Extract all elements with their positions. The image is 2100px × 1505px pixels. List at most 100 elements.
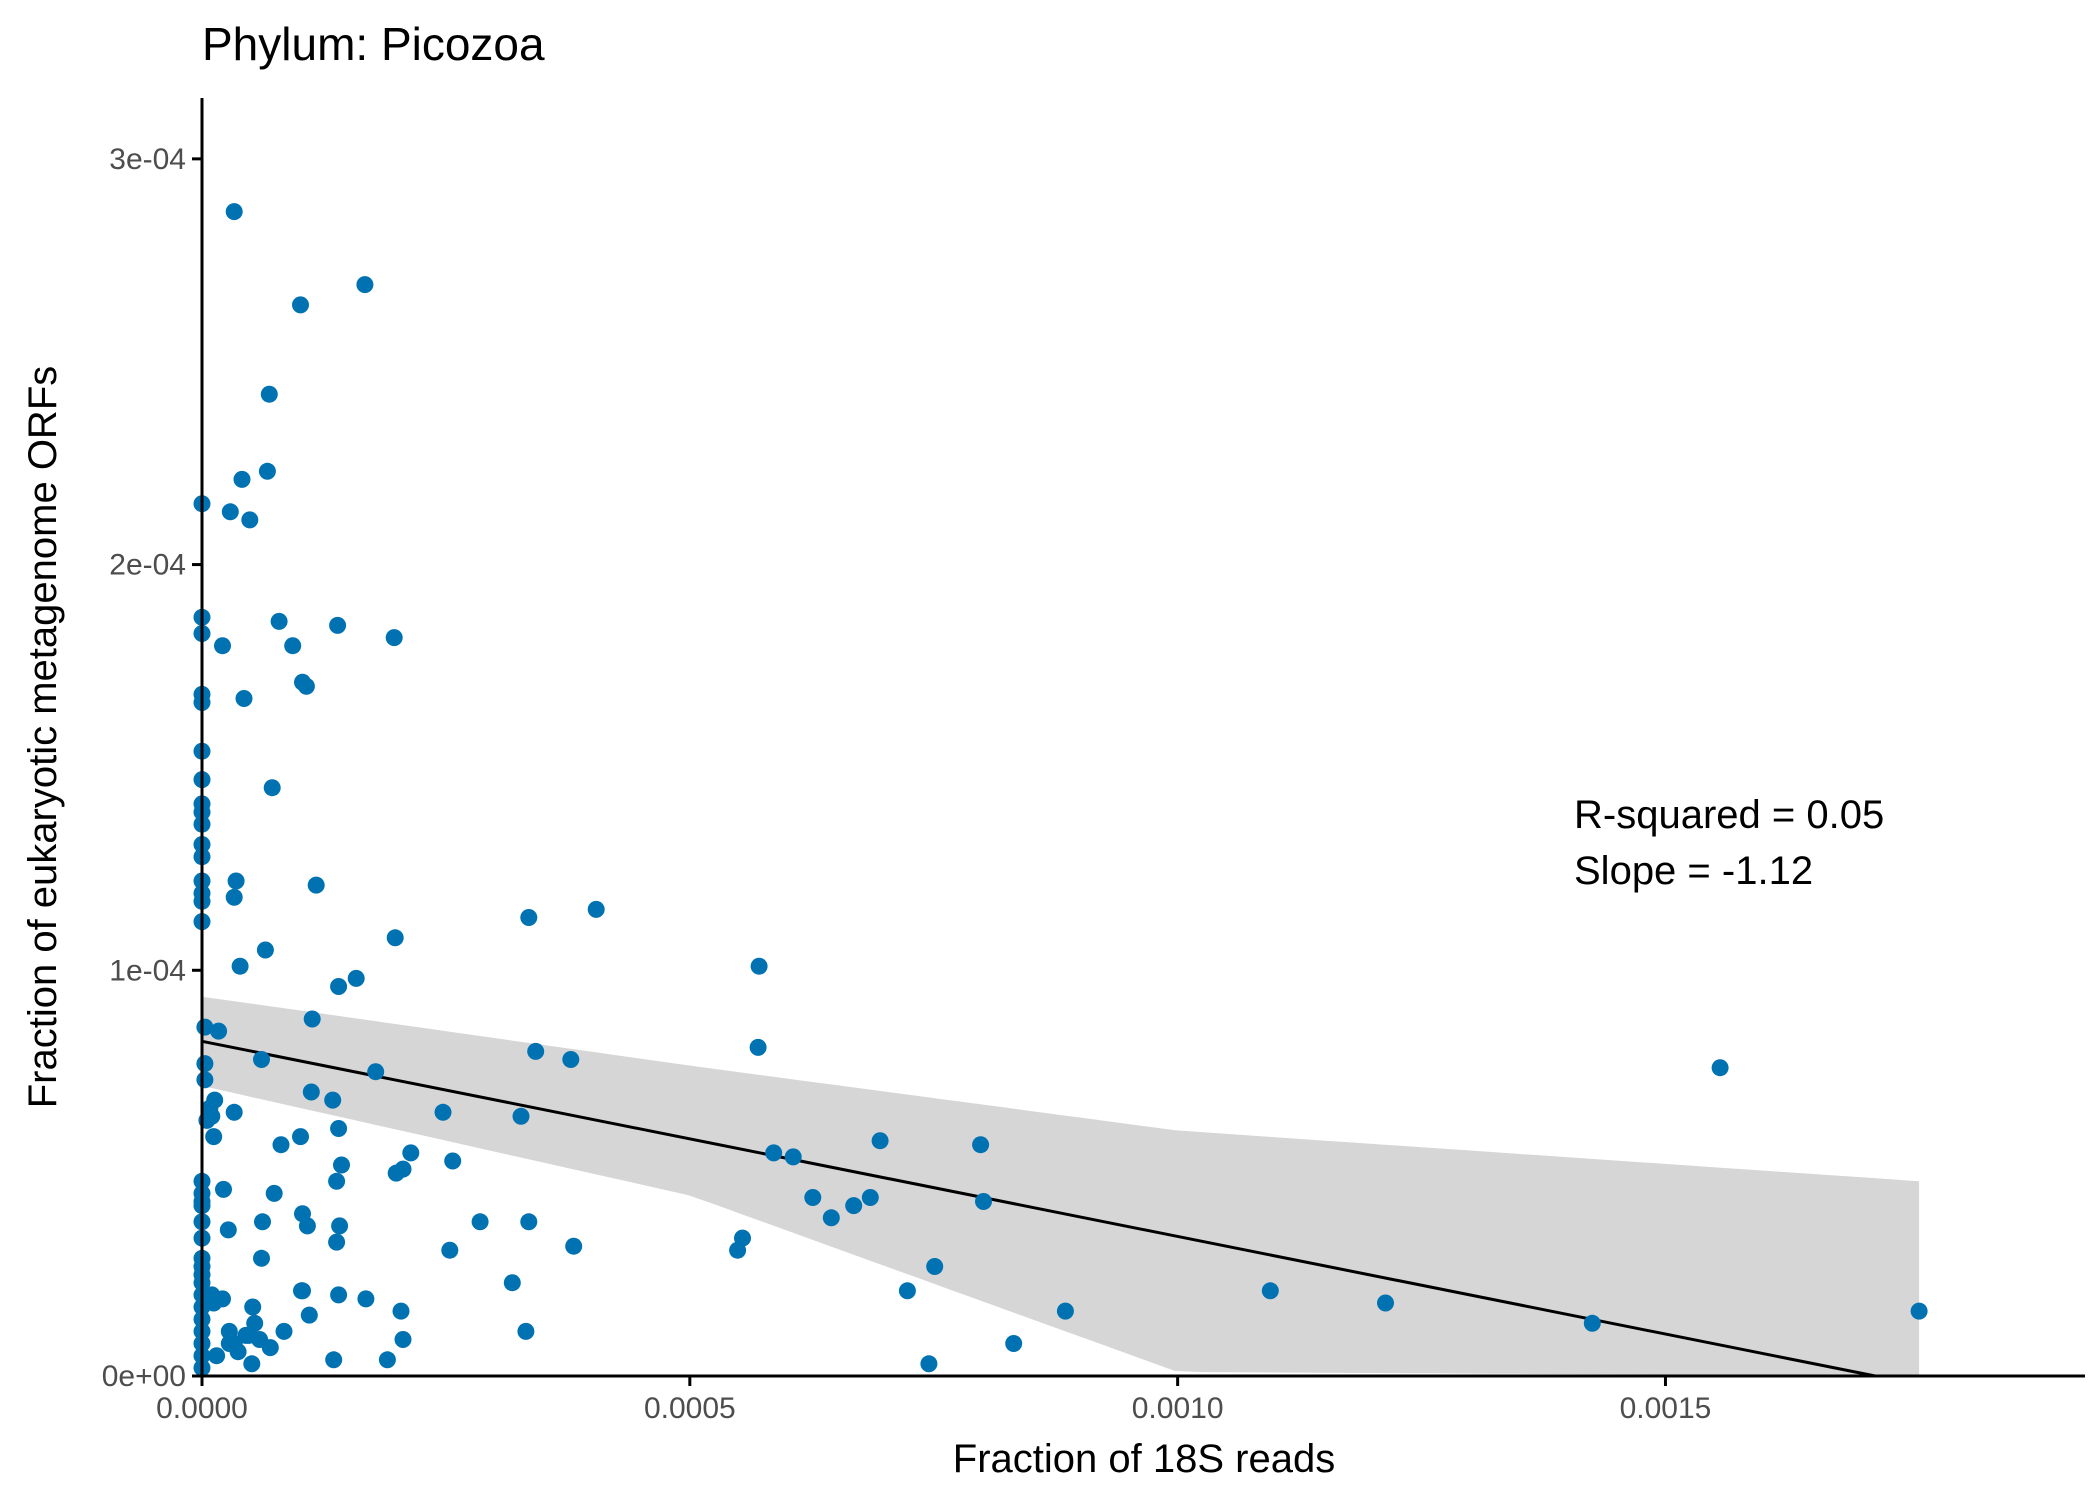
data-point (471, 1213, 489, 1231)
data-point (215, 1180, 232, 1198)
y-axis-title: Fraction of eukaryotic metagenome ORFs (21, 366, 65, 1109)
data-point (240, 1326, 258, 1344)
data-point (300, 1306, 318, 1324)
data-point (270, 612, 288, 630)
data-point (822, 1209, 840, 1227)
r-squared-annotation: R-squared = 0.05 (1574, 793, 1884, 837)
y-axis-ticks: 0e+00 1e-04 2e-04 3e-04 (102, 143, 202, 1393)
data-point (517, 1322, 535, 1340)
data-point (898, 1282, 916, 1300)
data-point (244, 1298, 262, 1316)
data-point (325, 1351, 343, 1369)
data-point (527, 1042, 545, 1060)
data-point (229, 1343, 247, 1361)
data-point (328, 1233, 346, 1251)
data-point (385, 629, 403, 647)
data-point (241, 511, 259, 529)
data-point (871, 1132, 889, 1150)
data-point (196, 1071, 214, 1089)
data-point (1056, 1302, 1074, 1320)
data-point (302, 1083, 320, 1101)
data-point (367, 1063, 385, 1081)
data-point (235, 690, 253, 707)
data-point (263, 779, 281, 797)
data-point (225, 1103, 243, 1121)
data-point (357, 1290, 375, 1308)
data-point (347, 969, 365, 987)
y-tick-label: 3e-04 (109, 143, 186, 176)
data-point (434, 1103, 452, 1121)
data-point (331, 1217, 349, 1235)
data-point (284, 637, 302, 655)
data-point (392, 1302, 410, 1320)
data-point (272, 1136, 290, 1154)
data-point (243, 1355, 261, 1373)
slope-annotation: Slope = -1.12 (1574, 849, 1813, 893)
data-point (196, 1055, 214, 1073)
data-point (729, 1241, 747, 1259)
data-point (196, 1018, 214, 1036)
data-point (205, 1128, 223, 1146)
x-axis-title: Fraction of 18S reads (953, 1437, 1335, 1481)
confidence-band-layer (202, 996, 1920, 1376)
data-point (520, 909, 538, 926)
data-point (750, 957, 768, 975)
data-point (258, 462, 276, 480)
y-tick-label: 0e+00 (102, 1360, 186, 1393)
data-point (208, 1347, 226, 1365)
data-point (227, 872, 245, 890)
data-point (256, 941, 274, 959)
data-point (261, 1339, 279, 1357)
x-tick-label: 0.0010 (1132, 1392, 1224, 1425)
data-point (784, 1148, 802, 1166)
data-point (765, 1144, 783, 1162)
data-point (275, 1322, 293, 1340)
data-point (260, 385, 278, 403)
data-point (214, 637, 231, 655)
data-point (356, 276, 374, 294)
chart-title: Phylum: Picozoa (202, 18, 545, 70)
data-point (225, 888, 243, 906)
data-point (402, 1144, 420, 1162)
data-point (330, 978, 348, 995)
data-point (303, 1010, 321, 1028)
x-tick-label: 0.0015 (1620, 1392, 1712, 1425)
data-point (201, 1099, 219, 1117)
data-point (225, 203, 243, 221)
data-point (845, 1197, 863, 1215)
data-point (562, 1051, 580, 1068)
data-point (292, 1128, 309, 1146)
data-point (503, 1274, 521, 1292)
data-point (394, 1331, 412, 1348)
data-point (520, 1213, 538, 1231)
data-point (329, 616, 347, 634)
data-point (307, 876, 325, 894)
data-point (253, 1249, 270, 1267)
x-tick-label: 0.0000 (156, 1392, 248, 1425)
data-point (1583, 1314, 1601, 1332)
data-point (298, 1217, 316, 1235)
data-point (386, 929, 404, 947)
data-point (297, 677, 315, 695)
data-point (920, 1355, 938, 1373)
data-point (972, 1136, 990, 1154)
data-point (926, 1258, 944, 1275)
data-point (210, 1022, 228, 1040)
data-point (330, 1286, 348, 1304)
data-point (294, 1282, 311, 1300)
data-point (292, 296, 309, 314)
data-point (749, 1038, 767, 1056)
data-point (1711, 1059, 1729, 1077)
data-point (231, 957, 249, 975)
x-tick-label: 0.0005 (644, 1392, 736, 1425)
data-point (328, 1172, 346, 1190)
data-point (512, 1107, 530, 1125)
data-point (1377, 1294, 1394, 1312)
data-point (804, 1189, 822, 1206)
data-point (565, 1237, 583, 1255)
data-point (1910, 1302, 1928, 1320)
data-point (330, 1120, 348, 1137)
data-point (444, 1152, 462, 1170)
data-point (333, 1156, 350, 1174)
